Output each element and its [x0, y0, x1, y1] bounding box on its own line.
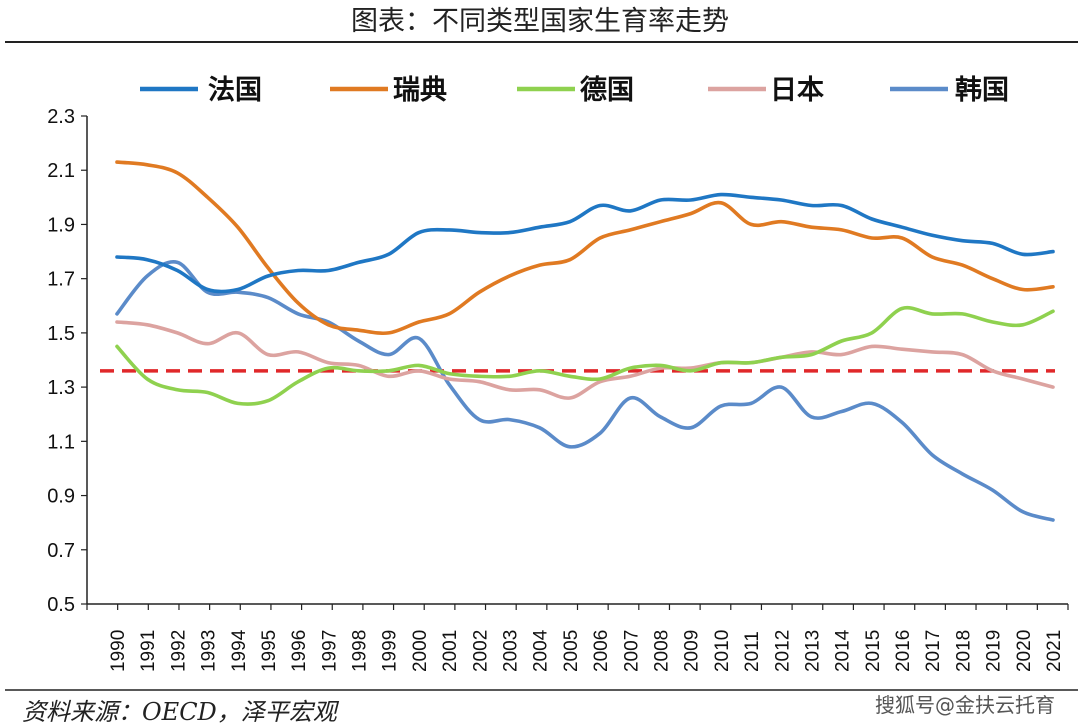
x-tick-label: 2001 [440, 630, 461, 672]
legend-item-0: 法国 [140, 75, 262, 106]
x-tick-label: 1993 [199, 630, 220, 672]
x-tick-label: 2020 [1014, 630, 1035, 672]
x-tick-label: 2004 [531, 629, 552, 672]
legend-label: 韩国 [955, 75, 1009, 106]
series-line-0 [115, 192, 1055, 294]
watermark: 搜狐号@金扶云托育 [875, 693, 1055, 717]
source-note: 资料来源：OECD，泽平宏观 [22, 698, 340, 726]
legend-label: 法国 [208, 75, 262, 106]
y-tick-label: 2.3 [47, 106, 75, 128]
legend: 法国 瑞典 德国 日本 韩国 [140, 75, 1009, 106]
x-tick-label: 2003 [501, 630, 522, 672]
y-tick-label: 0.5 [47, 594, 75, 616]
legend-item-1: 瑞典 [330, 75, 447, 106]
x-tick-label: 2007 [621, 630, 642, 672]
chart-title: 图表：不同类型国家生育率走势 [351, 6, 729, 37]
x-tick-label: 2010 [712, 630, 733, 672]
x-tick-label: 1996 [289, 630, 310, 672]
x-tick-label: 2015 [863, 630, 884, 672]
x-tick-label: 1999 [380, 630, 401, 672]
y-tick-label: 1.3 [47, 377, 75, 399]
series-layer [115, 160, 1055, 522]
x-tick-label: 2017 [923, 630, 944, 672]
x-tick-label: 1995 [259, 630, 280, 672]
y-tick-label: 1.1 [47, 431, 75, 453]
legend-label: 日本 [770, 75, 824, 106]
x-tick-label: 1997 [319, 630, 340, 672]
legend-item-3: 日本 [708, 75, 824, 106]
x-tick-label: 1992 [168, 630, 189, 672]
series-line-3 [115, 320, 1055, 400]
legend-item-4: 韩国 [890, 75, 1009, 106]
x-tick-label: 2011 [742, 631, 763, 672]
y-tick-label: 2.1 [47, 160, 75, 182]
x-tick-label: 1990 [108, 630, 129, 672]
x-tick-label: 2021 [1044, 630, 1065, 672]
x-tick-label: 2012 [772, 630, 793, 672]
x-tick-label: 2002 [470, 630, 491, 672]
series-line-4 [115, 260, 1055, 522]
x-tick-label: 2006 [591, 630, 612, 672]
y-tick-label: 1.9 [47, 214, 75, 236]
chart-axes: 0.5 0.7 0.9 1.1 1.3 1.5 1.7 1.9 2.1 2.3 1990 1991 19… [47, 106, 1069, 672]
x-tick-label: 1994 [229, 629, 250, 672]
x-tick-label: 2019 [984, 630, 1005, 672]
legend-item-2: 德国 [517, 75, 634, 106]
series-line-1 [115, 160, 1055, 336]
x-tick-label: 2013 [802, 630, 823, 672]
y-tick-label: 1.7 [47, 269, 75, 291]
x-tick-label: 2016 [893, 630, 914, 672]
legend-label: 瑞典 [393, 75, 447, 106]
y-tick-label: 0.7 [47, 540, 75, 562]
y-tick-label: 1.5 [47, 323, 75, 345]
x-tick-label: 1998 [350, 630, 371, 672]
x-tick-label: 2009 [682, 630, 703, 672]
x-tick-label: 1991 [138, 630, 159, 672]
x-tick-label: 2008 [651, 630, 672, 672]
y-tick-label: 0.9 [47, 486, 75, 508]
series-line-2 [115, 305, 1055, 406]
x-tick-label: 2014 [833, 629, 854, 672]
x-tick-label: 2005 [561, 630, 582, 672]
x-tick-label: 2000 [410, 630, 431, 672]
x-tick-label: 2018 [953, 630, 974, 672]
legend-label: 德国 [580, 75, 634, 106]
